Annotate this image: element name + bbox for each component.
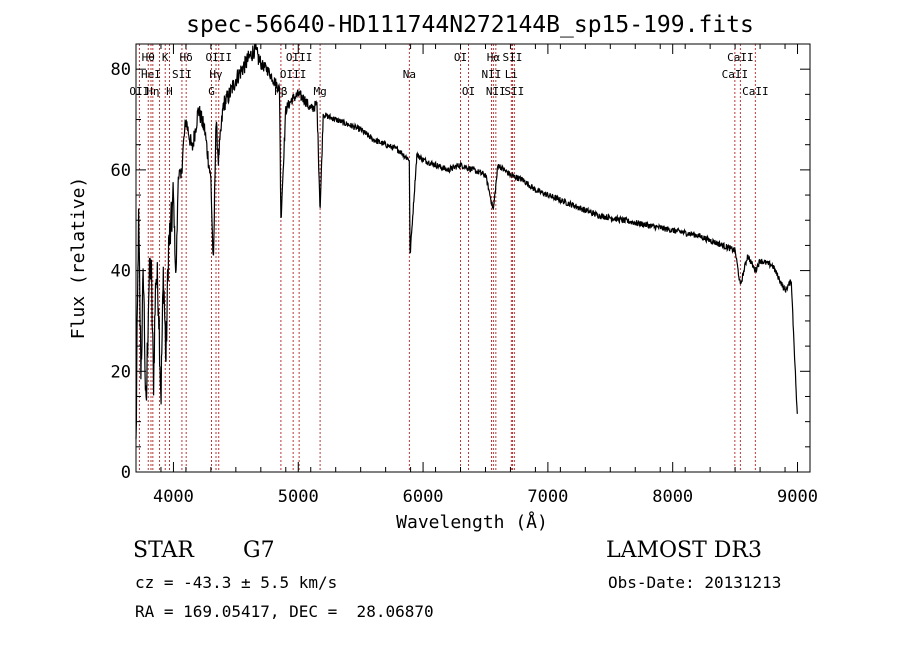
y-tick-label-1: 20	[111, 362, 131, 382]
line-label-23: SII	[503, 51, 523, 64]
line-label-10: Hγ	[209, 68, 223, 81]
x-tick-label-4: 8000	[652, 487, 693, 507]
line-label-3: Hη	[146, 85, 159, 98]
object-class: STAR	[133, 538, 194, 563]
line-label-17: OI	[454, 51, 467, 64]
x-axis-label: Wavelength (Å)	[396, 511, 548, 533]
object-subclass: G7	[243, 538, 275, 563]
y-tick-label-0: 0	[121, 463, 131, 483]
x-tick-label-0: 4000	[153, 487, 194, 507]
line-label-0: Hθ	[142, 51, 155, 64]
line-label-5: K	[162, 51, 169, 64]
line-label-11: OIII	[206, 51, 233, 64]
x-tick-label-1: 5000	[278, 487, 319, 507]
line-label-14: OIII	[286, 51, 313, 64]
observation-date: Obs-Date: 20131213	[608, 573, 782, 592]
line-label-22: Li	[505, 68, 518, 81]
spectrum-line	[135, 43, 798, 440]
plot-frame	[135, 43, 811, 473]
emission-line-markers	[138, 44, 756, 472]
line-label-26: CaII	[727, 51, 754, 64]
y-tick-label-2: 40	[111, 262, 131, 282]
survey-name: LAMOST DR3	[606, 538, 762, 563]
redshift-readout: cz = -43.3 ± 5.5 km/s	[135, 573, 338, 592]
line-label-25: CaII	[722, 68, 749, 81]
chart-title: spec-56640-HD111744N272144B_sp15-199.fit…	[186, 12, 754, 38]
line-label-9: G	[208, 85, 215, 98]
line-label-1: HeI	[141, 68, 161, 81]
y-tick-label-3: 60	[111, 161, 131, 181]
line-label-16: Na	[403, 68, 416, 81]
line-label-21: NII	[486, 85, 506, 98]
x-tick-label-2: 6000	[403, 487, 444, 507]
line-label-7: SII	[172, 68, 192, 81]
y-axis-label: Flux (relative)	[68, 177, 89, 340]
coordinates-readout: RA = 169.05417, DEC = 28.06870	[135, 602, 434, 621]
line-label-15: Mg	[313, 85, 326, 98]
line-label-24: SII	[504, 85, 524, 98]
line-label-13: OIII	[280, 68, 307, 81]
line-label-20: Hα	[487, 51, 501, 64]
line-label-2: OII	[129, 85, 149, 98]
y-axis-ticks: 0 20 40 60 80	[111, 60, 810, 483]
line-label-27: CaII	[742, 85, 769, 98]
line-label-6: H	[166, 85, 173, 98]
x-tick-label-5: 9000	[777, 487, 818, 507]
line-label-18: OI	[462, 85, 475, 98]
x-axis-ticks: 4000 5000 6000 7000 8000 9000	[135, 44, 818, 507]
emission-line-labels: HθHeIOIIHηKHSIIHδGHγOIIIHβOIIIOIIIMgNaOI…	[129, 51, 768, 98]
line-label-8: Hδ	[180, 51, 193, 64]
y-tick-label-4: 80	[111, 60, 131, 80]
line-label-19: NII	[482, 68, 502, 81]
x-tick-label-3: 7000	[527, 487, 568, 507]
